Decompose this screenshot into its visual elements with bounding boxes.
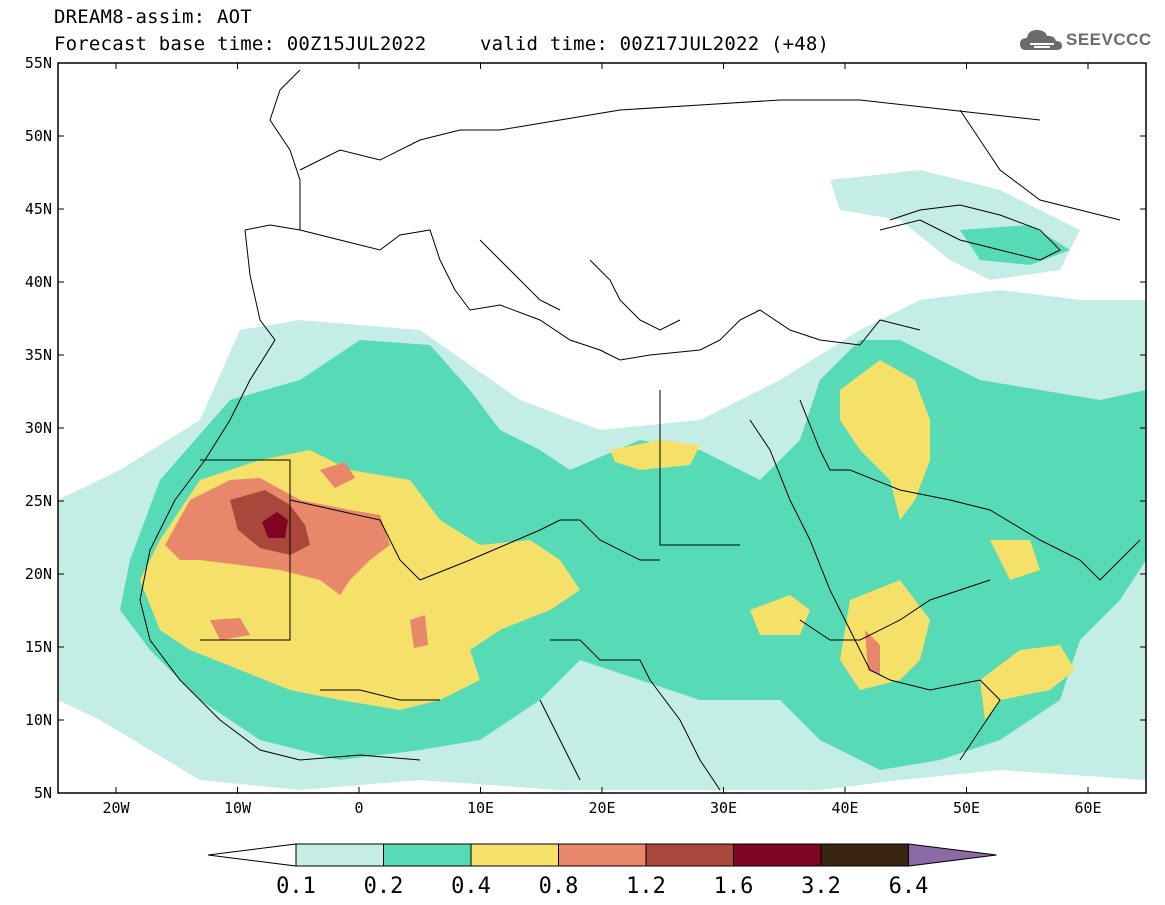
aot-band-0-8: [210, 618, 250, 640]
lon-tick-label: 0: [354, 799, 363, 817]
lon-tick-label: 40E: [831, 799, 858, 817]
aot-band-0-4: [610, 440, 700, 470]
colorbar-upper-arrow: [908, 843, 997, 867]
lat-tick-label: 25N: [25, 492, 52, 510]
colorbar-swatch: [558, 843, 647, 867]
lon-tick-label: 50E: [953, 799, 980, 817]
lat-tick-label: 40N: [25, 273, 52, 291]
colorbar-label: 1.2: [626, 874, 666, 899]
aot-band-0-8: [320, 462, 355, 488]
lat-tick-label: 55N: [25, 54, 52, 72]
aot-band-0-4: [750, 595, 810, 635]
colorbar-swatch: [645, 843, 734, 867]
lon-tick-label: 20E: [588, 799, 615, 817]
colorbar-swatch: [733, 843, 822, 867]
forecast-base-time: Forecast base time: 00Z15JUL2022: [54, 33, 427, 55]
cloud-icon: [1020, 30, 1062, 50]
lat-tick-label: 45N: [25, 200, 52, 218]
lon-tick-label: 20W: [102, 799, 130, 817]
lon-tick-label: 10E: [467, 799, 494, 817]
lat-tick-label: 5N: [34, 784, 52, 802]
coastlines: [139, 69, 1141, 791]
aot-band-1-6: [262, 512, 288, 538]
aot-band-0-4: [840, 580, 930, 690]
colorbar-swatch: [295, 843, 384, 867]
lat-tick-label: 20N: [25, 565, 52, 583]
lat-tick-label: 30N: [25, 419, 52, 437]
aot-colorbar: 0.1 0.2 0.4 0.8 1.2 1.6 3.2 6.4: [207, 843, 997, 899]
colorbar-label: 6.4: [889, 874, 929, 899]
logo-text: SEEVCCC: [1066, 30, 1152, 49]
seevccc-logo: SEEVCCC: [1018, 22, 1151, 58]
colorbar-swatch: [470, 843, 559, 867]
valid-time: valid time: 00Z17JUL2022 (+48): [480, 33, 830, 55]
colorbar-label: 0.4: [451, 874, 491, 899]
aot-band-0-4: [840, 360, 930, 520]
colorbar-label: 0.8: [539, 874, 579, 899]
lat-tick-label: 15N: [25, 638, 52, 656]
axis-ticks: [58, 62, 1146, 794]
lat-tick-label: 50N: [25, 127, 52, 145]
aot-band-0-8: [865, 630, 880, 675]
lat-tick-label: 10N: [25, 711, 52, 729]
colorbar-label: 0.2: [364, 874, 404, 899]
aot-band-0-4: [980, 645, 1075, 720]
aot-contours: [58, 63, 1146, 793]
aot-band-0-8: [410, 615, 428, 648]
aot-band-0-2: [960, 225, 1070, 265]
colorbar-swatch: [383, 843, 472, 867]
aot-band-0-4: [990, 540, 1040, 580]
colorbar-lower-arrow: [207, 843, 297, 867]
colorbar-label: 0.1: [276, 874, 316, 899]
map-title: DREAM8-assim: AOT: [54, 6, 252, 28]
lon-tick-label: 10W: [224, 799, 252, 817]
lon-tick-label: 30E: [710, 799, 737, 817]
colorbar-swatch: [820, 843, 909, 867]
colorbar-label: 1.6: [714, 874, 754, 899]
lat-tick-label: 35N: [25, 346, 52, 364]
axis-tick-labels: 55N 50N 45N 40N 35N 30N 25N 20N 15N 10N 5N 20W 10W 0 1…: [25, 54, 1102, 817]
lon-tick-label: 60E: [1074, 799, 1101, 817]
colorbar-label: 3.2: [801, 874, 841, 899]
